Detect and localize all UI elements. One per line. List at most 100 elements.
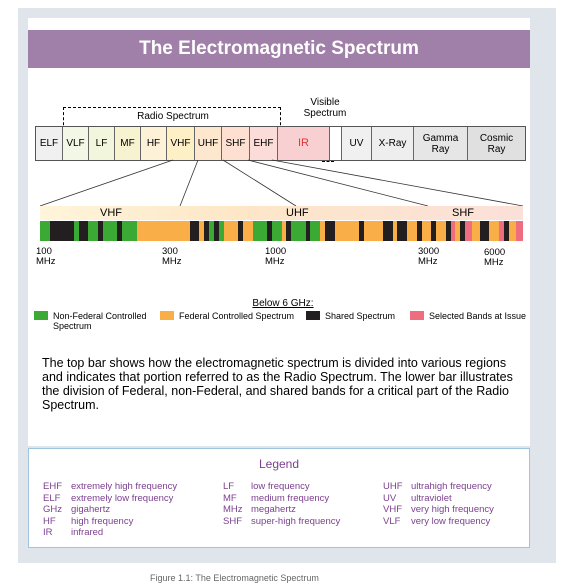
legend-abbr: GHz [43,504,62,515]
band-ir: IR [278,127,330,160]
allocation-segment-green [252,221,258,241]
allocation-segment-orange [455,221,461,241]
band-elf: ELF [36,127,63,160]
band-vhf: VHF [167,127,195,160]
tick-300mhz: 300 MHz [162,246,182,267]
shared-swatch [306,311,320,320]
legend-abbr: ELF [43,492,61,504]
allocation-segment-black [213,221,219,241]
spectrum-band-row: ELF VLF LF MF HF VHF UHF SHF EHF IR UV X-Ray Gamma R… [35,126,526,161]
legend-meaning: megahertz [251,504,296,515]
allocation-segment-orange [508,221,516,241]
allocation-segment-orange [421,221,432,241]
allocation-segment-pink [450,221,456,241]
description-text: The top bar shows how the electromagneti… [42,356,513,412]
legend-entry-uv: UV ultraviolet [383,493,494,505]
allocation-segment-black [445,221,451,241]
allocation-segment-black [286,221,292,241]
figure-caption: Figure 1.1: The Electromagnetic Spectrum [150,573,319,583]
legend-column-1: EHF extremely high frequency ELF extremely … [43,481,177,539]
band-cosmic-ray: Cosmic Ray [468,127,525,160]
legend-meaning: medium frequency [251,492,330,504]
legend-abbr: MF [223,492,237,504]
legend-abbr: LF [223,481,235,492]
band-ehf: EHF [250,127,278,160]
sub-band-uhf: UHF [286,207,309,219]
allocation-segment-black [267,221,272,241]
legend-entry-mhz: MHz megahertz [223,504,340,516]
sub-band-vhf: VHF [100,207,122,219]
legend-column-3: UHF ultrahigh frequency UV ultraviolet VHF ve… [383,481,494,527]
allocation-segment-black [324,221,335,241]
federal-swatch [160,311,174,320]
legend-meaning: low frequency [251,481,310,492]
legend-meaning: very low frequency [411,515,491,527]
allocation-segment-black [204,221,210,241]
allocation-segment-orange [363,221,383,241]
allocation-segment-orange [223,221,239,241]
legend-entry-vhf: VHF very high frequency [383,504,494,516]
allocation-segment-green [122,221,137,241]
selected-swatch [410,311,424,320]
visible-spectrum-label: Visible Spectrum [303,97,347,119]
allocation-segment-orange [194,221,205,241]
allocation-segment-black [479,221,490,241]
legend-abbr: SHF [223,515,242,527]
band-uhf: UHF [195,127,222,160]
band-lf: LF [89,127,115,160]
legend-meaning: ultraviolet [411,492,452,504]
allocation-segment-orange [489,221,499,241]
page-title: The Electromagnetic Spectrum [28,30,530,68]
allocation-segment-orange [334,221,359,241]
legend-abbr: EHF [43,481,62,492]
legend-shared-label: Shared Spectrum [325,311,396,321]
allocation-segment-black [397,221,408,241]
legend-abbr: IR [43,527,53,538]
band-mf: MF [115,127,141,160]
allocation-segment-black [238,221,243,241]
legend-entry-lf: LF low frequency [223,481,340,493]
tick-6000mhz: 6000 MHz [484,247,506,268]
band-x-ray: X-Ray [372,127,414,160]
tick-1000mhz: 1000 MHz [265,246,287,267]
legend-meaning: infrared [71,527,104,538]
allocation-segment-black [49,221,74,241]
tick-3000mhz: 3000 MHz [418,246,440,267]
legend-meaning: very high frequency [411,504,494,515]
band-gamma-ray: Gamma Ray [414,127,468,160]
allocation-segment-black [305,221,311,241]
legend-entry-ghz: GHz gigahertz [43,504,177,516]
allocation-segment-black [460,221,466,241]
spectrum-panel: The Electromagnetic Spectrum Radio Spect… [28,18,530,446]
legend-entry-ir: IR infrared [43,527,177,539]
legend-abbr: MHz [223,504,243,515]
allocation-segment-pink [515,221,523,241]
legend-federal-label: Federal Controlled Spectrum [179,311,295,321]
legend-entry-shf: SHF super-high frequency [223,516,340,528]
legend-entry-mf: MF medium frequency [223,493,340,505]
legend-shared: Shared Spectrum [306,311,395,321]
allocation-segment-black [117,221,123,241]
allocation-segment-orange [436,221,446,241]
legend-abbr: UV [383,492,397,504]
allocation-segment-orange [242,221,253,241]
allocation-segment-orange [281,221,287,241]
legend-selected-label: Selected Bands at Issue [429,311,527,321]
zoomed-band-bar [40,206,523,220]
allocation-segment-black [78,221,89,241]
legend-abbr: HF [43,515,56,527]
legend-meaning: super-high frequency [251,515,341,527]
allocation-segment-green [102,221,118,241]
below-6ghz-label: Below 6 GHz: [252,298,314,309]
allocation-segment-orange [136,221,190,241]
allocation-segment-orange [472,221,480,241]
allocation-segment-orange [392,221,398,241]
allocation-segment-green [40,221,50,241]
allocation-segment-black [431,221,437,241]
allocation-segment-black [503,221,509,241]
legend-column-2: LF low frequency MF medium frequency MHz mega… [223,481,340,527]
legend-abbr: VHF [383,504,402,515]
legend-non-federal: Non-Federal Controlled Spectrum [34,311,147,331]
allocation-segment-black [97,221,103,241]
sub-band-shf: SHF [452,207,474,219]
